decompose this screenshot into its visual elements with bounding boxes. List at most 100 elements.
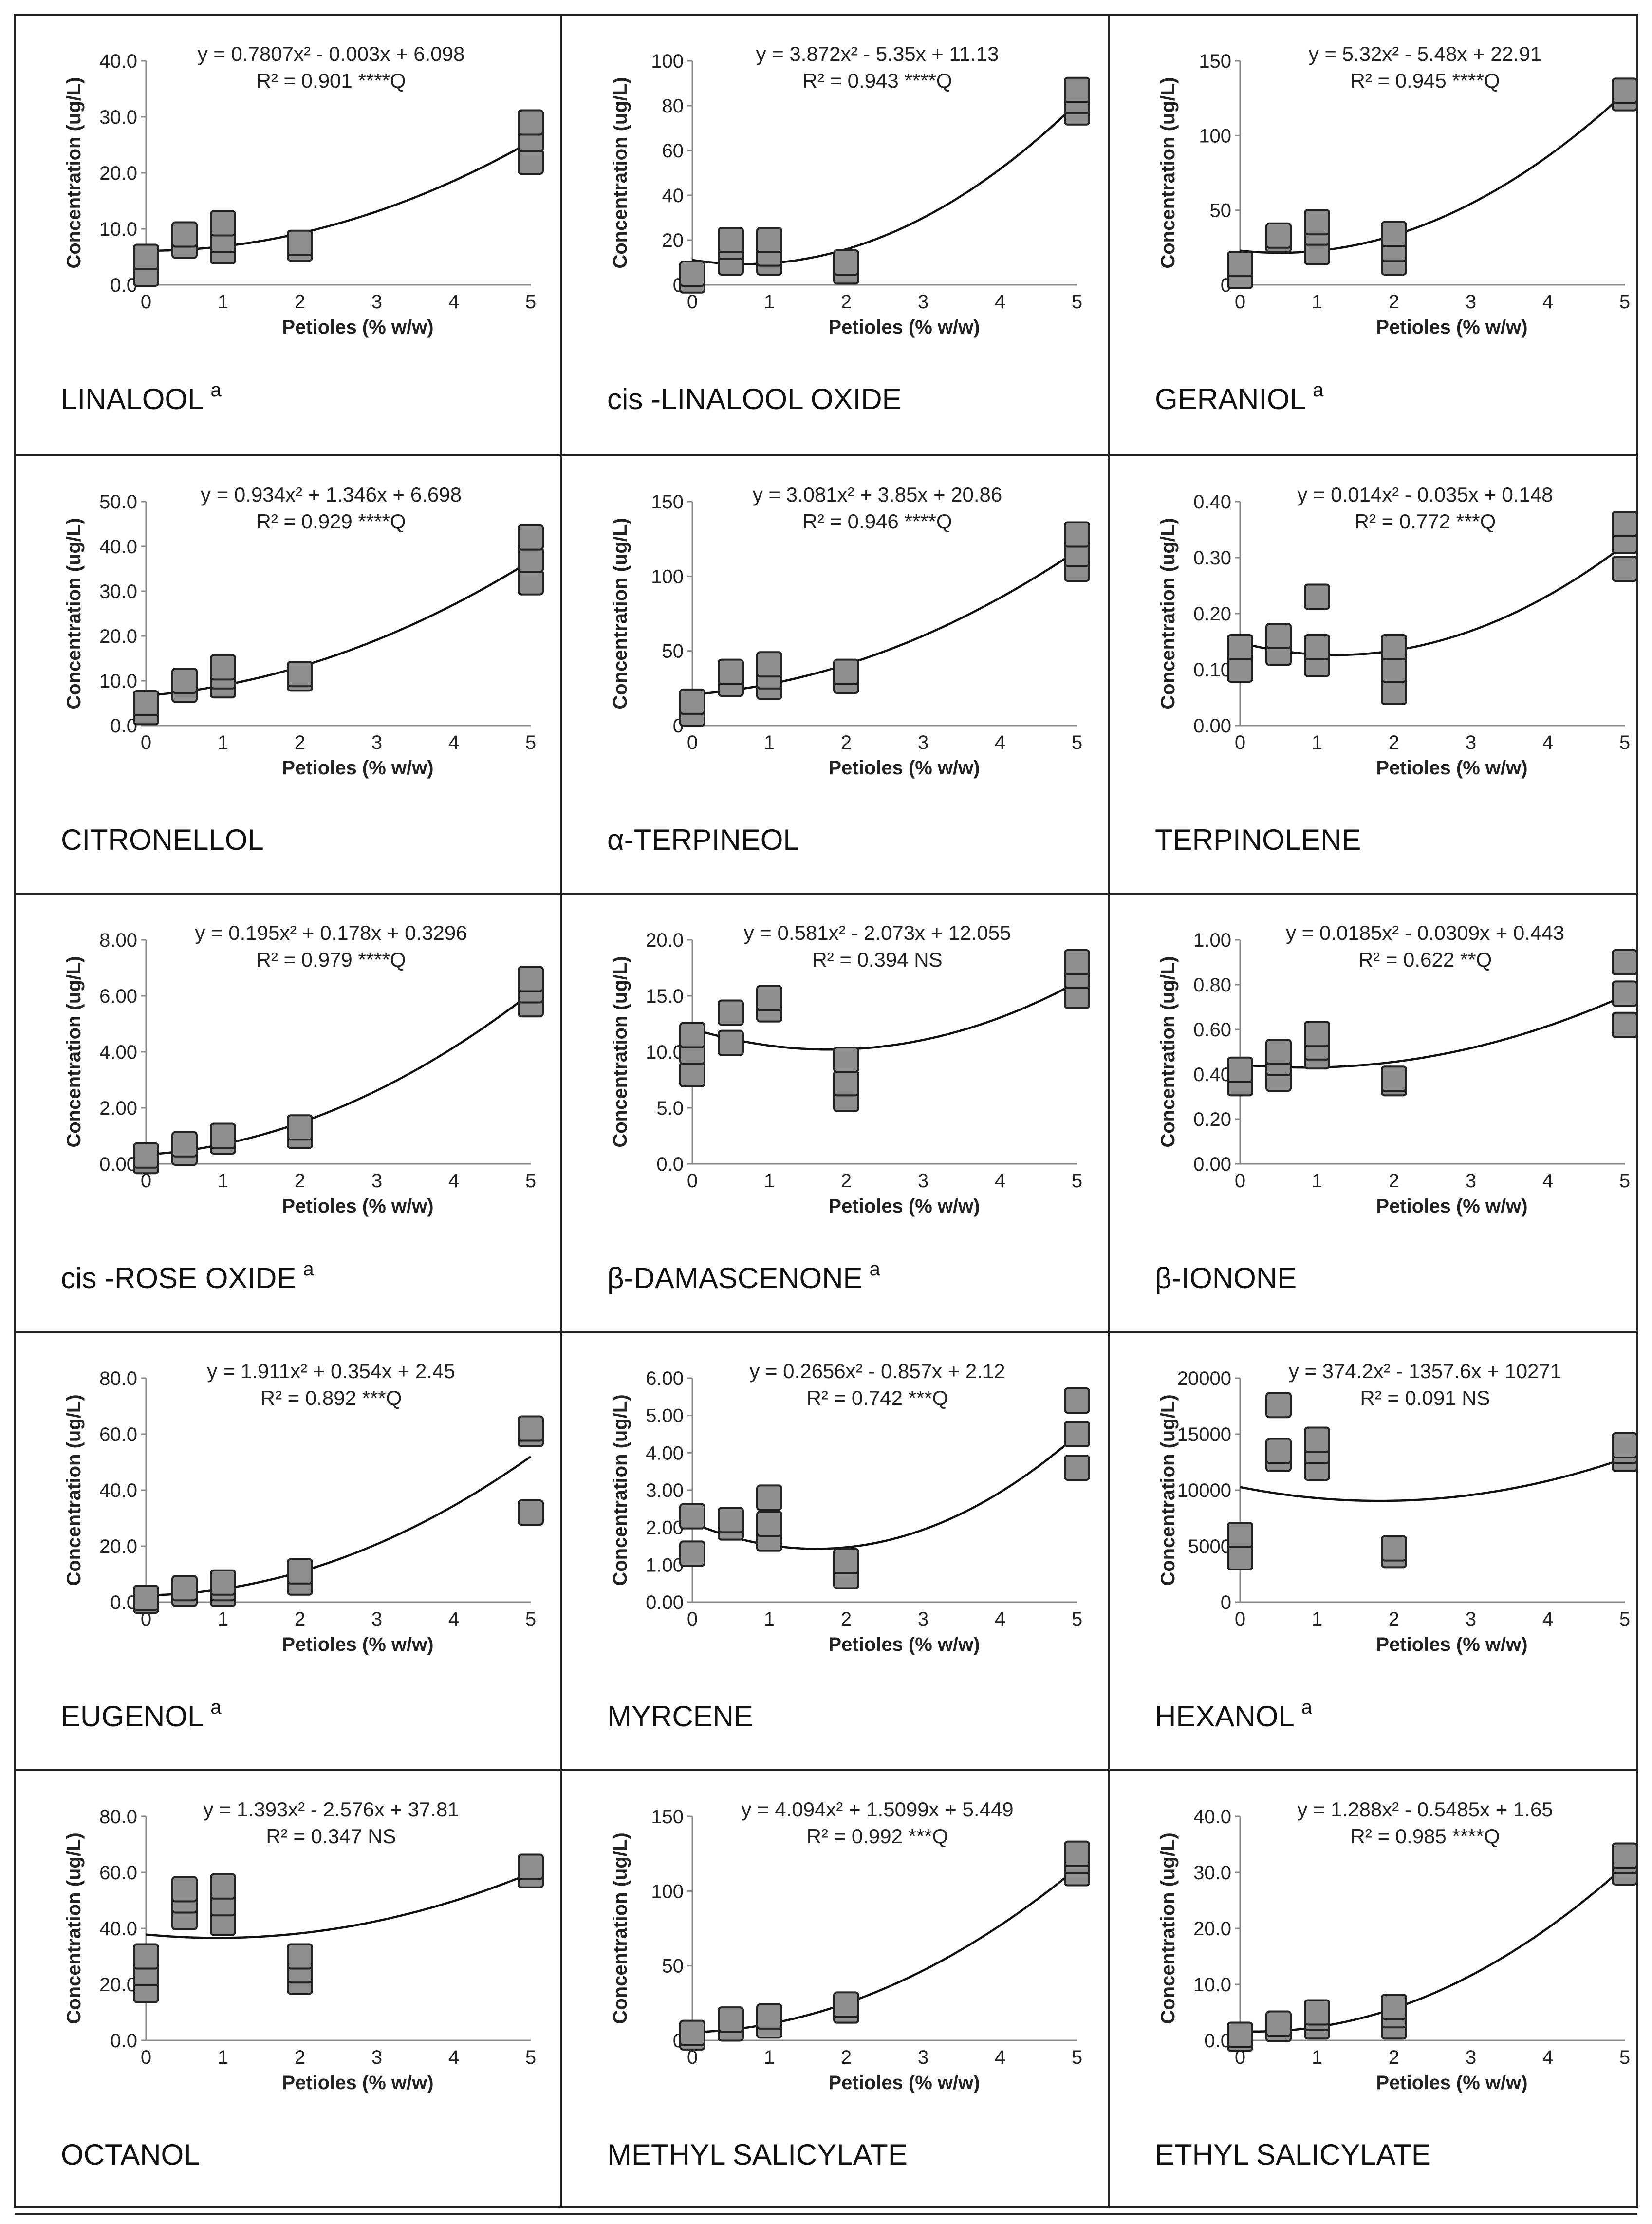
data-point xyxy=(287,1943,313,1970)
y-tick-label: 20.0 xyxy=(99,1974,137,1996)
data-point xyxy=(1227,1544,1253,1570)
x-tick-label: 3 xyxy=(371,732,382,753)
fit-curve xyxy=(146,560,532,697)
y-tick-label: 60.0 xyxy=(99,1862,137,1884)
y-tick-label: 3.00 xyxy=(646,1480,684,1501)
x-tick-label: 4 xyxy=(995,1608,1005,1630)
data-point xyxy=(1227,251,1253,278)
panel-title: ETHYL SALICYLATE xyxy=(1155,2138,1431,2171)
x-tick-label: 1 xyxy=(764,2047,775,2068)
x-tick-label: 2 xyxy=(1389,1170,1399,1192)
x-tick-label: 2 xyxy=(841,1608,852,1630)
y-tick-label: 0 xyxy=(1221,1592,1231,1613)
x-tick-label: 1 xyxy=(1312,1608,1322,1630)
x-tick-label: 1 xyxy=(1312,732,1322,753)
regression-equation: y = 0.934x² + 1.346x + 6.698 xyxy=(201,483,462,506)
data-point xyxy=(679,1061,705,1087)
panel-title: METHYL SALICYLATE xyxy=(607,2138,908,2171)
data-point xyxy=(133,243,159,270)
y-tick-label: 1.00 xyxy=(1193,930,1231,951)
y-tick-label: 80.0 xyxy=(99,1806,137,1828)
data-point xyxy=(210,1122,236,1149)
x-tick-label: 5 xyxy=(1072,1170,1082,1192)
x-tick-label: 4 xyxy=(995,1170,1005,1192)
y-tick-label: 10.0 xyxy=(646,1042,684,1063)
x-tick-label: 2 xyxy=(295,1170,305,1192)
data-point xyxy=(518,546,544,573)
x-axis-title: Petioles (% w/w) xyxy=(828,317,980,338)
data-point xyxy=(679,1503,705,1530)
chart-panel: 0.00 0.10 0.20 0.30 0.40 0 1 2 3 4 5 Petioles (% w/… xyxy=(1155,483,1638,856)
data-point xyxy=(718,227,744,253)
y-tick-label: 0.0 xyxy=(110,715,137,737)
data-point xyxy=(679,261,705,287)
r-squared: R² = 0.979 ****Q xyxy=(256,948,406,971)
data-point xyxy=(133,1943,159,1970)
x-tick-label: 3 xyxy=(371,2047,382,2068)
data-point xyxy=(1612,556,1638,582)
data-point xyxy=(833,658,859,685)
y-tick-label: 0.0 xyxy=(110,2030,137,2052)
data-point xyxy=(1381,679,1407,705)
x-tick-label: 2 xyxy=(295,1608,305,1630)
fit-curve xyxy=(692,1434,1078,1550)
data-point xyxy=(1064,1455,1090,1481)
x-axis-title: Petioles (% w/w) xyxy=(828,1634,980,1655)
y-tick-label: 5.0 xyxy=(656,1098,684,1119)
y-tick-label: 15000 xyxy=(1177,1424,1231,1445)
y-tick-label: 100 xyxy=(651,566,684,587)
x-tick-label: 1 xyxy=(764,732,775,753)
chart-panel: 0 5000 10000 15000 20000 0 1 2 3 4 5 Petioles (% w/… xyxy=(1155,1360,1638,1733)
data-point xyxy=(756,1511,782,1537)
data-point xyxy=(1612,1011,1638,1038)
y-tick-label: 50 xyxy=(662,1956,684,1977)
y-tick-label: 5.00 xyxy=(646,1405,684,1427)
x-tick-label: 3 xyxy=(371,1170,382,1192)
y-tick-label: 0.0 xyxy=(656,1154,684,1175)
y-tick-label: 0.20 xyxy=(1193,1109,1231,1130)
fit-curve xyxy=(1240,92,1626,254)
data-point xyxy=(679,2019,705,2046)
fit-curve xyxy=(146,1456,532,1597)
r-squared: R² = 0.901 ****Q xyxy=(256,69,406,92)
y-tick-label: 100 xyxy=(651,51,684,72)
data-point xyxy=(833,1070,859,1097)
y-tick-label: 100 xyxy=(1199,125,1231,147)
data-point xyxy=(1227,2021,1253,2048)
x-tick-label: 4 xyxy=(995,732,1005,753)
x-axis-title: Petioles (% w/w) xyxy=(1376,757,1527,779)
y-tick-label: 0.00 xyxy=(1193,1154,1231,1175)
regression-equation: y = 3.081x² + 3.85x + 20.86 xyxy=(753,483,1002,506)
x-tick-label: 1 xyxy=(1312,1170,1322,1192)
y-tick-label: 6.00 xyxy=(99,986,137,1007)
chart-panel: 0.0 20.0 40.0 60.0 80.0 0 1 2 3 4 5 Petioles (% w/w… xyxy=(61,1798,544,2171)
y-tick-label: 0.00 xyxy=(646,1592,684,1613)
y-tick-label: 20000 xyxy=(1177,1368,1231,1389)
x-tick-label: 2 xyxy=(295,732,305,753)
x-tick-label: 5 xyxy=(1619,291,1630,313)
data-point xyxy=(679,1022,705,1048)
data-point xyxy=(518,524,544,551)
y-tick-label: 10000 xyxy=(1177,1480,1231,1501)
x-tick-label: 0 xyxy=(687,1170,698,1192)
x-axis-title: Petioles (% w/w) xyxy=(282,757,433,779)
y-tick-label: 10.0 xyxy=(99,219,137,240)
data-point xyxy=(756,985,782,1011)
r-squared: R² = 0.946 ****Q xyxy=(802,510,952,533)
data-point xyxy=(171,1876,198,1903)
y-tick-label: 30.0 xyxy=(99,581,137,602)
data-point xyxy=(1227,1522,1253,1548)
data-point xyxy=(133,1585,159,1611)
x-tick-label: 2 xyxy=(841,1170,852,1192)
y-axis-title: Concentration (ug/L) xyxy=(1157,1394,1179,1586)
panel-title: HEXANOL a xyxy=(1155,1697,1313,1733)
x-tick-label: 3 xyxy=(371,291,382,313)
x-tick-label: 5 xyxy=(1072,2047,1082,2068)
chart-panel: 0.00 0.20 0.40 0.60 0.80 1.00 0 1 2 3 4 5 Petioles (… xyxy=(1155,921,1638,1294)
x-tick-label: 3 xyxy=(1466,1608,1476,1630)
y-tick-label: 0.60 xyxy=(1193,1019,1231,1041)
data-point xyxy=(287,661,313,688)
